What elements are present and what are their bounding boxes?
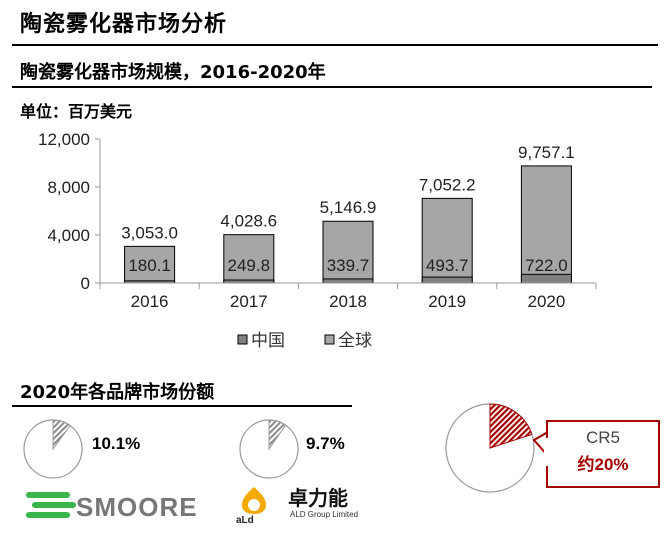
legend-swatch (324, 334, 335, 345)
cr5-label: CR5 (585, 428, 620, 447)
bar-global (421, 197, 473, 284)
data-label-global: 9,757.1 (518, 143, 575, 162)
legend-label: 全球 (338, 331, 372, 350)
data-label-global: 3,053.0 (121, 223, 178, 242)
bar-global (223, 234, 275, 284)
y-tick-label: 4,000 (47, 226, 90, 245)
x-tick-label: 2019 (428, 292, 466, 311)
market-section-divider (12, 86, 652, 88)
data-label-china: 722.0 (525, 256, 568, 275)
data-label-global: 5,146.9 (320, 198, 377, 217)
callout-joint (544, 438, 548, 466)
data-label-global: 4,028.6 (220, 212, 277, 231)
data-label-global: 7,052.2 (419, 175, 476, 194)
brand-section-divider (12, 405, 352, 407)
bar-china (322, 278, 374, 284)
smoore-share-value: 10.1% (92, 434, 141, 453)
y-tick-label: 12,000 (38, 130, 90, 149)
market-bar-chart: 0 4,000 8,000 12,000 3,053.0 180.1 4,028.6 249… (38, 130, 597, 350)
y-tick-label: 0 (81, 274, 90, 293)
cr5-callout: CR5 约20% (546, 420, 660, 488)
ald-logo-icon: aLd (236, 487, 266, 524)
data-label-china: 339.7 (327, 256, 370, 275)
bar-china (421, 276, 473, 284)
cr5-value: 约20% (577, 455, 629, 474)
bar-china (520, 273, 572, 284)
legend-swatch (237, 334, 248, 345)
smoore-share-pie (23, 419, 83, 479)
data-label-china: 180.1 (128, 256, 171, 275)
bar-global (124, 245, 176, 284)
smoore-logo-icon (26, 492, 76, 518)
ald-share-pie (239, 419, 299, 479)
bar-global (322, 220, 374, 284)
data-label-china: 249.8 (228, 256, 271, 275)
page-title: 陶瓷雾化器市场分析 (20, 12, 228, 37)
svg-text:aLd: aLd (236, 515, 254, 524)
market-section-title: 陶瓷雾化器市场规模，2016-2020年 (20, 62, 326, 83)
y-tick-label: 8,000 (47, 178, 90, 197)
bar-global (520, 165, 572, 284)
x-tick-label: 2016 (131, 292, 169, 311)
x-tick-label: 2020 (527, 292, 565, 311)
unit-label: 单位：百万美元 (20, 102, 133, 121)
legend-label: 中国 (251, 331, 285, 350)
brand-section-title: 2020年各品牌市场份额 (20, 382, 215, 403)
x-tick-label: 2018 (329, 292, 367, 311)
x-tick-label: 2017 (230, 292, 268, 311)
ald-share-value: 9.7% (306, 434, 345, 453)
ald-brand-subtitle: ALD Group Limited (290, 510, 359, 519)
smoore-brand-name: SMOORE (76, 492, 198, 522)
ald-brand-name: 卓力能 (288, 486, 348, 510)
title-divider (12, 44, 658, 46)
data-label-china: 493.7 (426, 256, 469, 275)
